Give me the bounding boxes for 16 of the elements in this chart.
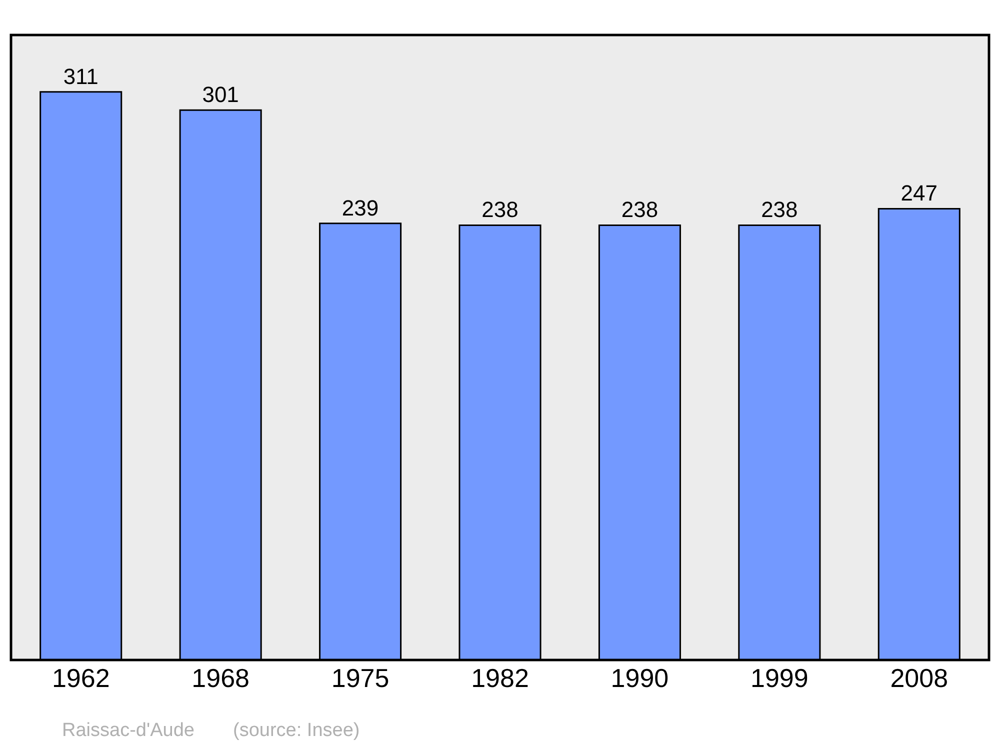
text: Raissac-d'Aude xyxy=(62,720,194,741)
x-tick-label: 1962 xyxy=(52,663,110,693)
data-label: 247 xyxy=(900,180,938,206)
data-label: 311 xyxy=(63,64,98,89)
x-tick-label: 2008 xyxy=(890,663,948,693)
x-tick-label: 1968 xyxy=(192,663,250,693)
x-tick-label: 1990 xyxy=(610,663,669,693)
data-label: 238 xyxy=(621,197,658,222)
x-tick-label: 1999 xyxy=(750,663,808,693)
x-tick-label: 1975 xyxy=(331,663,390,693)
text: (source: Insee) xyxy=(233,720,360,741)
x-tick-label: 1982 xyxy=(471,663,529,693)
data-label: 301 xyxy=(202,82,239,108)
data-label: 239 xyxy=(342,195,379,220)
data-label: 238 xyxy=(482,197,518,222)
data-label: 238 xyxy=(761,197,798,222)
